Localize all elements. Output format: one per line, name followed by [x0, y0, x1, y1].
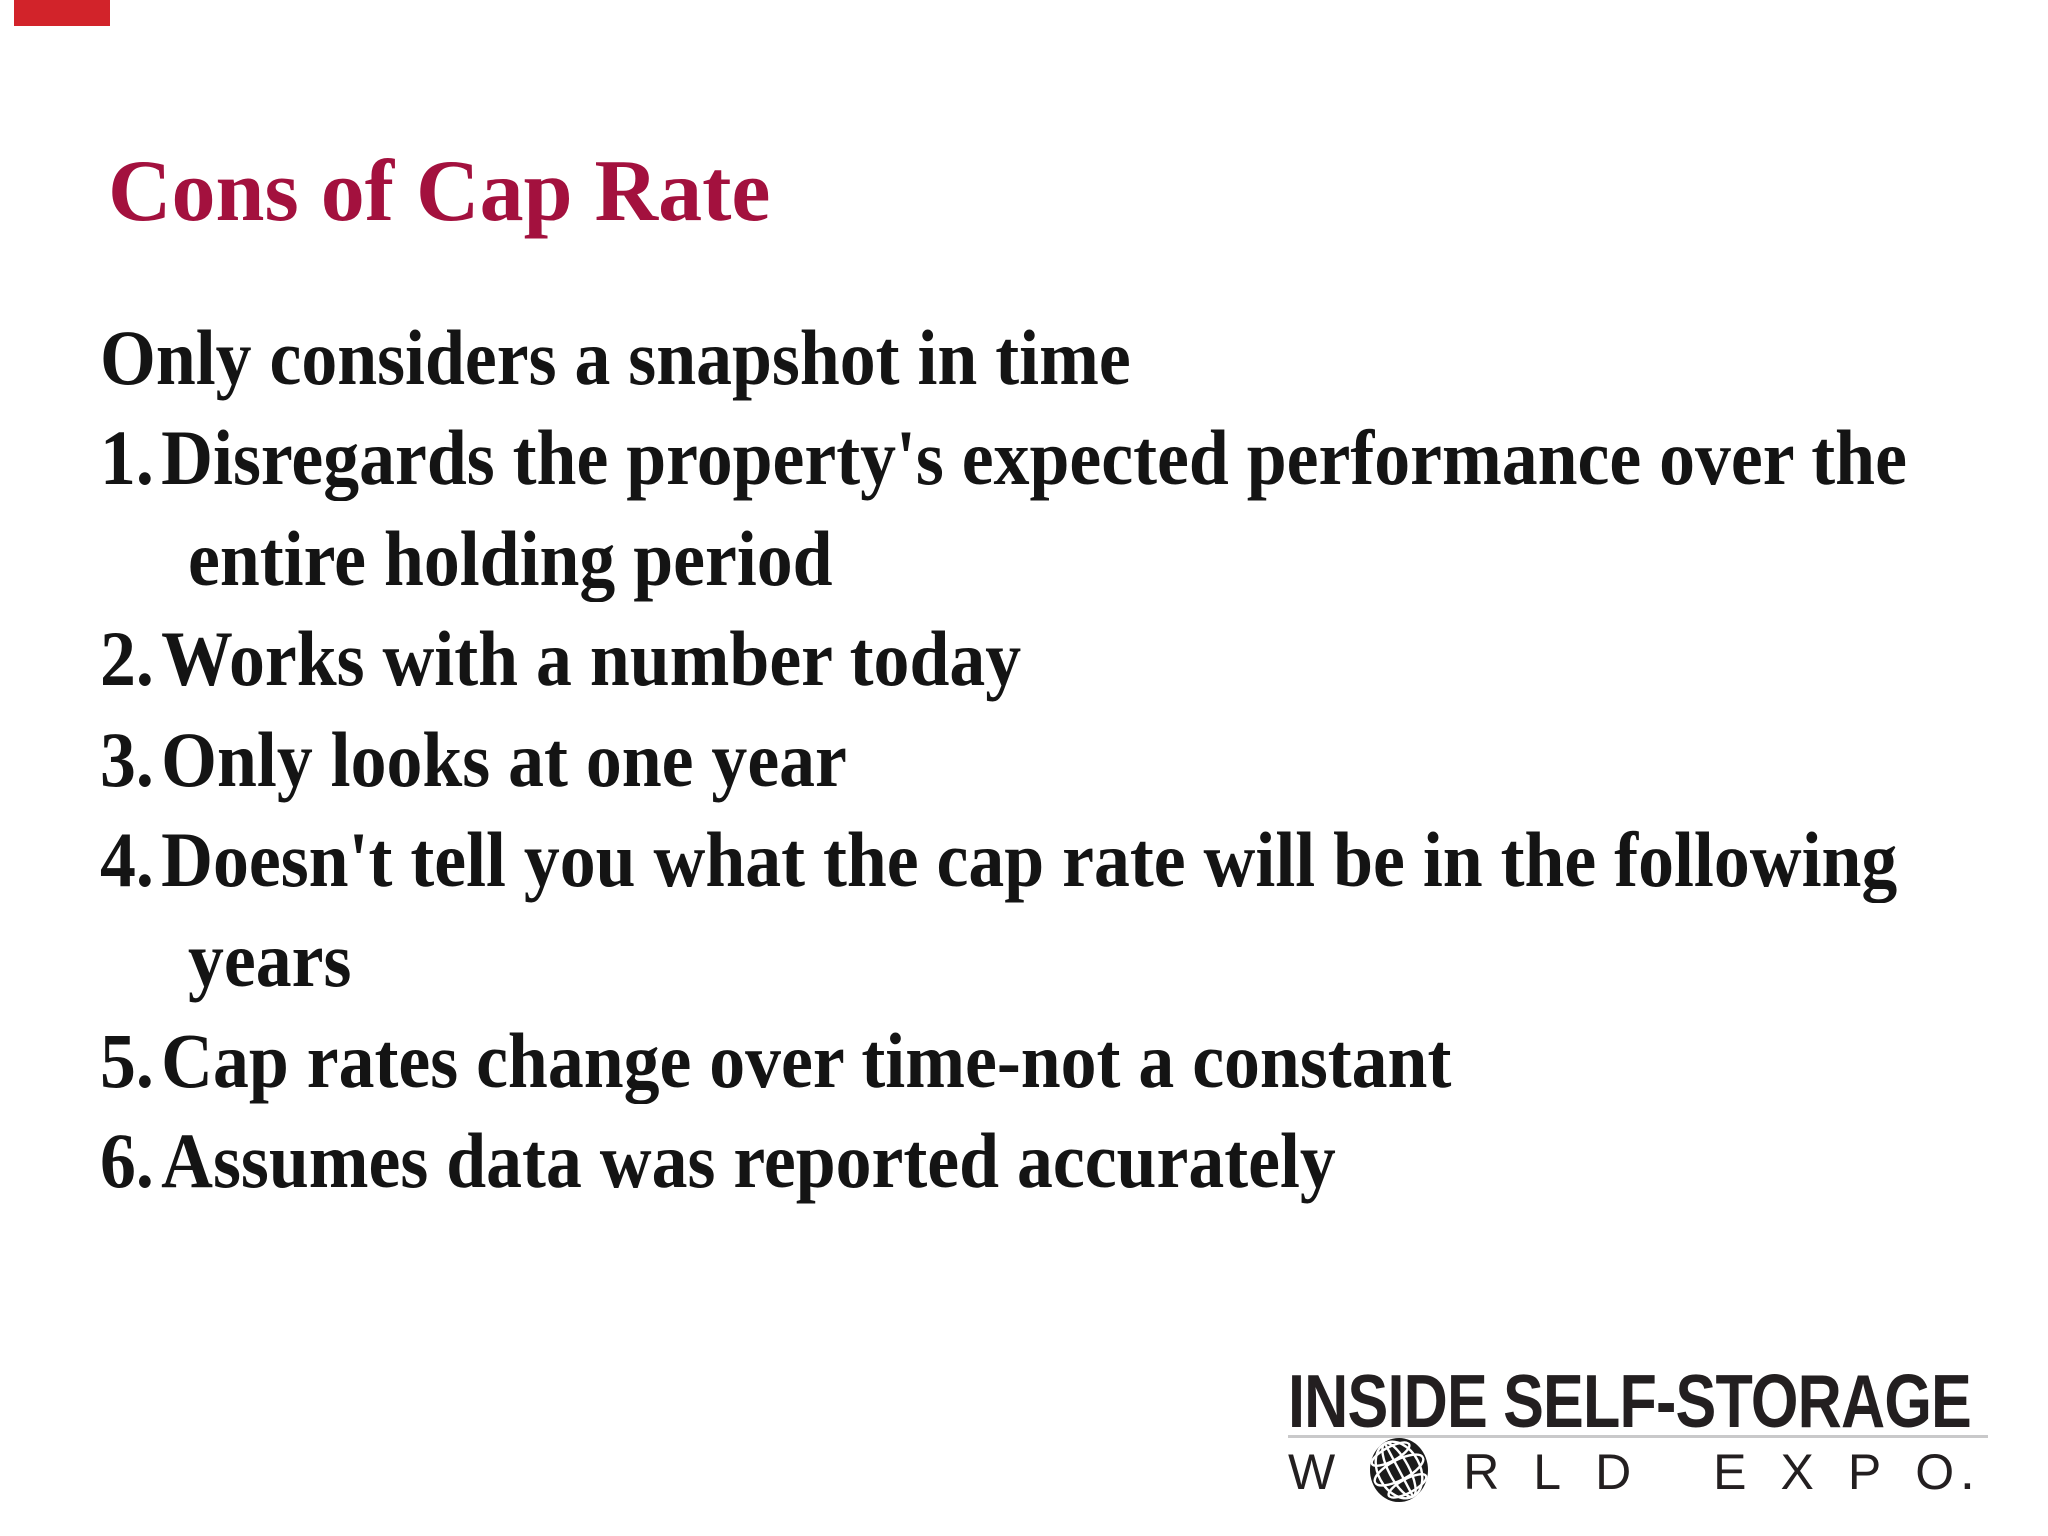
list-item: 5.Cap rates change over time-not a const… [100, 1011, 2048, 1111]
item-text: Disregards the property's expected perfo… [161, 414, 1907, 502]
logo-word-start: W [1288, 1444, 1370, 1500]
list-item: 2.Works with a number today [100, 609, 2048, 709]
list-item-continuation: entire holding period [100, 509, 2048, 609]
item-number: 4. [100, 815, 154, 903]
logo-subtitle: W RLD EXPO. [1288, 1437, 1973, 1508]
logo-word2: EXPO [1713, 1444, 1989, 1500]
logo-divider-line [1288, 1435, 1988, 1438]
page-title: Cons of Cap Rate [108, 143, 771, 240]
intro-text: Only considers a snapshot in time [100, 314, 1131, 401]
item-text: Only looks at one year [161, 715, 847, 803]
item-text: Cap rates change over time-not a constan… [161, 1016, 1452, 1104]
list-item: 1.Disregards the property's expected per… [100, 408, 2048, 508]
item-number: 1. [100, 414, 154, 502]
item-number: 5. [100, 1016, 154, 1104]
globe-icon [1370, 1438, 1429, 1502]
item-text: Assumes data was reported accurately [161, 1117, 1336, 1205]
item-text: Doesn't tell you what the cap rate will … [161, 815, 1898, 903]
logo-title-text: INSIDE SELF-STORAGE [1288, 1359, 1972, 1443]
list-item-continuation: years [100, 910, 2048, 1010]
intro-line: Only considers a snapshot in time [100, 308, 2048, 408]
logo-word-rest: RLD [1463, 1444, 1666, 1500]
item-number: 3. [100, 715, 154, 803]
item-text: entire holding period [188, 514, 833, 602]
list-item: 4.Doesn't tell you what the cap rate wil… [100, 810, 2048, 910]
item-number: 2. [100, 615, 154, 703]
iss-world-expo-logo: INSIDE SELF-STORAGE W RLD EXPO. [1288, 1358, 1988, 1518]
list-item: 6.Assumes data was reported accurately [100, 1111, 2048, 1211]
item-text: years [188, 916, 352, 1004]
item-text: Works with a number today [161, 615, 1022, 703]
trademark-mark: . [1962, 1456, 1973, 1498]
slide-body: Only considers a snapshot in time 1.Disr… [100, 308, 2048, 1212]
corner-accent-bar [14, 0, 110, 26]
list-item: 3.Only looks at one year [100, 710, 2048, 810]
item-number: 6. [100, 1117, 154, 1205]
